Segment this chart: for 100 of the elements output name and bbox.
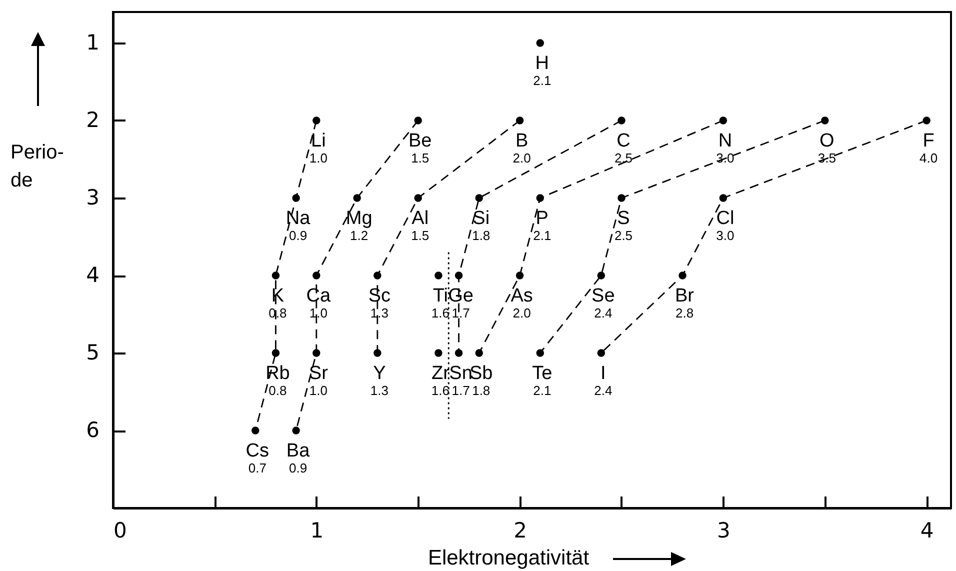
point [414, 194, 422, 202]
annotation: C [616, 130, 630, 152]
point [618, 116, 626, 124]
annotation: 2.0 [512, 306, 531, 320]
annotation: 0.8 [268, 383, 287, 398]
annotation: Li [311, 130, 326, 152]
annotation: 0.7 [248, 460, 266, 476]
annotation: 1.3 [370, 383, 388, 398]
annotation: Si [472, 208, 490, 229]
annotation: Ge [448, 286, 474, 306]
annotation: 3.0 [716, 228, 734, 243]
annotation: Al [412, 208, 429, 229]
y-tick-label: 3 [86, 186, 100, 210]
annotation: 0.9 [289, 460, 308, 476]
y-tick-label: 6 [86, 418, 100, 442]
x-tick-label: 0 [114, 518, 127, 542]
point [536, 349, 544, 357]
annotation: 1.0 [309, 383, 328, 398]
annotation: Te [532, 363, 552, 384]
annotation: I [600, 363, 606, 384]
point [536, 194, 544, 202]
annotation: 1.0 [309, 150, 328, 166]
point [516, 272, 524, 280]
annotation: Y [373, 363, 386, 384]
x-tick-label: 1 [310, 518, 324, 542]
annotation: 3.0 [716, 150, 734, 166]
annotation: 2.1 [533, 228, 552, 243]
point [454, 349, 463, 357]
point [272, 349, 280, 357]
point [374, 272, 382, 280]
annotation: Sr [308, 363, 329, 384]
point [292, 194, 300, 202]
point [597, 349, 606, 357]
annotation: 1.7 [452, 383, 470, 398]
annotation: 1.3 [370, 306, 388, 320]
y-axis-title: Perio-de [10, 142, 64, 192]
annotation: N [718, 130, 732, 152]
point [434, 272, 442, 280]
annotation: Sn [449, 363, 472, 384]
annotation: S [617, 208, 630, 229]
annotation: F [922, 130, 934, 152]
point [516, 116, 524, 124]
annotation: K [271, 286, 284, 306]
point [719, 194, 728, 202]
point [922, 116, 930, 124]
point [454, 272, 463, 280]
annotation: H [535, 53, 550, 74]
annotation: 2.0 [512, 150, 531, 166]
annotation: 2.1 [533, 73, 552, 88]
point [353, 194, 361, 202]
point [292, 426, 300, 434]
annotation: 2.5 [614, 228, 633, 243]
x-tick-label: 4 [920, 518, 934, 542]
point [414, 116, 422, 124]
point [536, 39, 544, 47]
point [719, 116, 728, 124]
y-tick-label: 4 [86, 263, 100, 287]
annotation: Se [592, 286, 615, 306]
annotation: Cs [246, 440, 269, 462]
point [618, 194, 626, 202]
point [252, 426, 260, 434]
annotation: 1.7 [452, 306, 470, 320]
annotation: Ti [432, 286, 448, 306]
annotation: Cl [716, 208, 734, 229]
point [272, 272, 280, 280]
annotation: As [510, 286, 533, 306]
point [821, 116, 829, 124]
annotation: B [515, 130, 528, 152]
annotation: 1.2 [350, 228, 368, 243]
annotation: 1.6 [431, 383, 450, 398]
annotation: P [536, 208, 548, 229]
annotation: 2.8 [675, 306, 694, 320]
annotation: 2.5 [614, 150, 633, 166]
point [434, 349, 442, 357]
annotation: O [820, 130, 834, 152]
annotation: Ba [286, 440, 310, 462]
point [475, 349, 483, 357]
annotation: 1.5 [411, 150, 430, 166]
point [312, 272, 320, 280]
annotation: 1.5 [411, 228, 430, 243]
x-axis-title: Elektronegativität [428, 546, 590, 570]
annotation: Na [286, 208, 311, 229]
y-tick-label: 1 [86, 30, 100, 54]
annotation: Be [408, 130, 432, 152]
annotation: 0.9 [289, 228, 308, 243]
annotation: 1.0 [309, 306, 328, 320]
annotation: Ca [306, 286, 331, 306]
annotation: 4.0 [920, 150, 938, 166]
annotation: Mg [346, 208, 372, 229]
annotation: 2.1 [533, 383, 552, 398]
point [312, 349, 320, 357]
annotation: Zr [431, 363, 450, 384]
annotation: Sc [368, 286, 391, 306]
annotation: 2.4 [594, 383, 612, 398]
y-tick-label: 5 [86, 340, 100, 364]
x-tick-label: 2 [514, 518, 527, 542]
annotation: 1.8 [472, 383, 490, 398]
annotation: 2.4 [594, 306, 612, 320]
annotation: 1.8 [472, 228, 490, 243]
annotation: 3.5 [818, 150, 836, 166]
